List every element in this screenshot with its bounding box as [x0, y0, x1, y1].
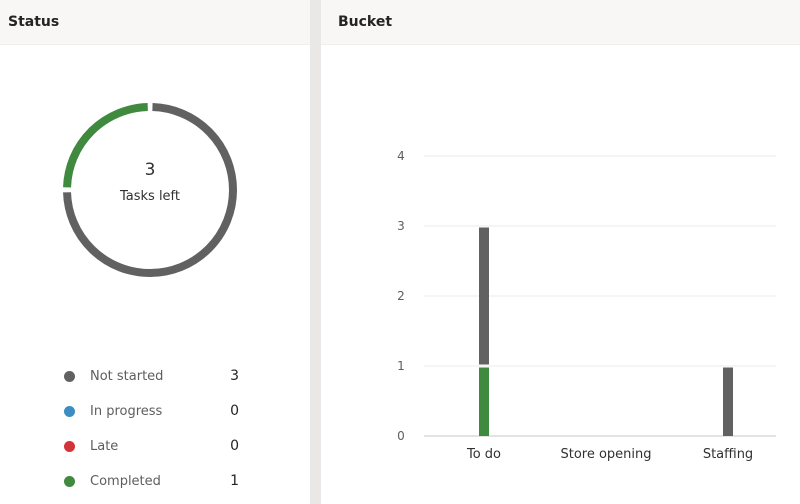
legend-item: Late 0: [64, 436, 239, 456]
bar-segment[interactable]: [479, 227, 489, 365]
bucket-chart: 0 1 2 3 4 To do Store opening Staffing: [397, 149, 776, 462]
x-category-label: To do: [466, 447, 501, 462]
donut-segment-not-started: [63, 103, 237, 277]
legend-item: Not started 3: [64, 366, 239, 386]
legend-label: In progress: [90, 403, 163, 419]
x-category-label: Store opening: [560, 447, 651, 462]
legend-count: 1: [230, 473, 239, 489]
y-tick-label: 3: [397, 219, 405, 233]
legend-dot-icon: [64, 405, 75, 417]
bar-segment[interactable]: [479, 367, 489, 437]
legend-label: Not started: [90, 368, 164, 384]
bucket-title: Bucket: [321, 0, 800, 45]
status-title: Status: [0, 0, 310, 45]
legend-dot-icon: [64, 370, 75, 382]
y-tick-label: 2: [397, 289, 405, 303]
bucket-card: Bucket 0 1 2 3 4 To do Store opening Staffing: [321, 0, 800, 504]
legend-count: 3: [230, 368, 239, 384]
y-tick-label: 1: [397, 359, 405, 373]
legend-label: Late: [90, 438, 119, 454]
bar-segment[interactable]: [723, 367, 733, 437]
status-card: Status 3 Tasks left Not started 3 In progr…: [0, 0, 310, 504]
y-tick-label: 0: [397, 429, 405, 443]
legend-count: 0: [230, 438, 239, 454]
legend-dot-icon: [64, 475, 75, 487]
x-category-label: Staffing: [703, 447, 753, 462]
status-donut: 3 Tasks left: [63, 103, 237, 277]
donut-label: Tasks left: [119, 189, 180, 204]
legend-item: In progress 0: [64, 401, 239, 421]
y-tick-label: 4: [397, 149, 405, 163]
legend-dot-icon: [64, 440, 75, 452]
legend-count: 0: [230, 403, 239, 419]
donut-value: 3: [145, 160, 156, 180]
legend-label: Completed: [90, 473, 161, 489]
legend-item: Completed 1: [64, 471, 239, 491]
